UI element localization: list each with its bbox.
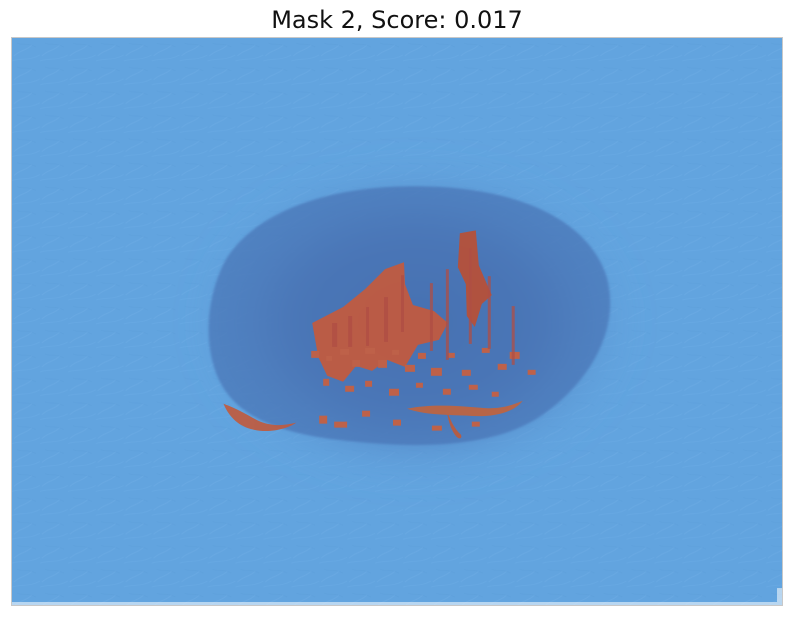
- plot-title: Mask 2, Score: 0.017: [271, 6, 523, 34]
- white-edge-specks: [12, 588, 782, 605]
- orange-mask-regions: [223, 230, 536, 439]
- lesion-mask-visualization: [12, 38, 782, 605]
- segmentation-image: [11, 37, 783, 606]
